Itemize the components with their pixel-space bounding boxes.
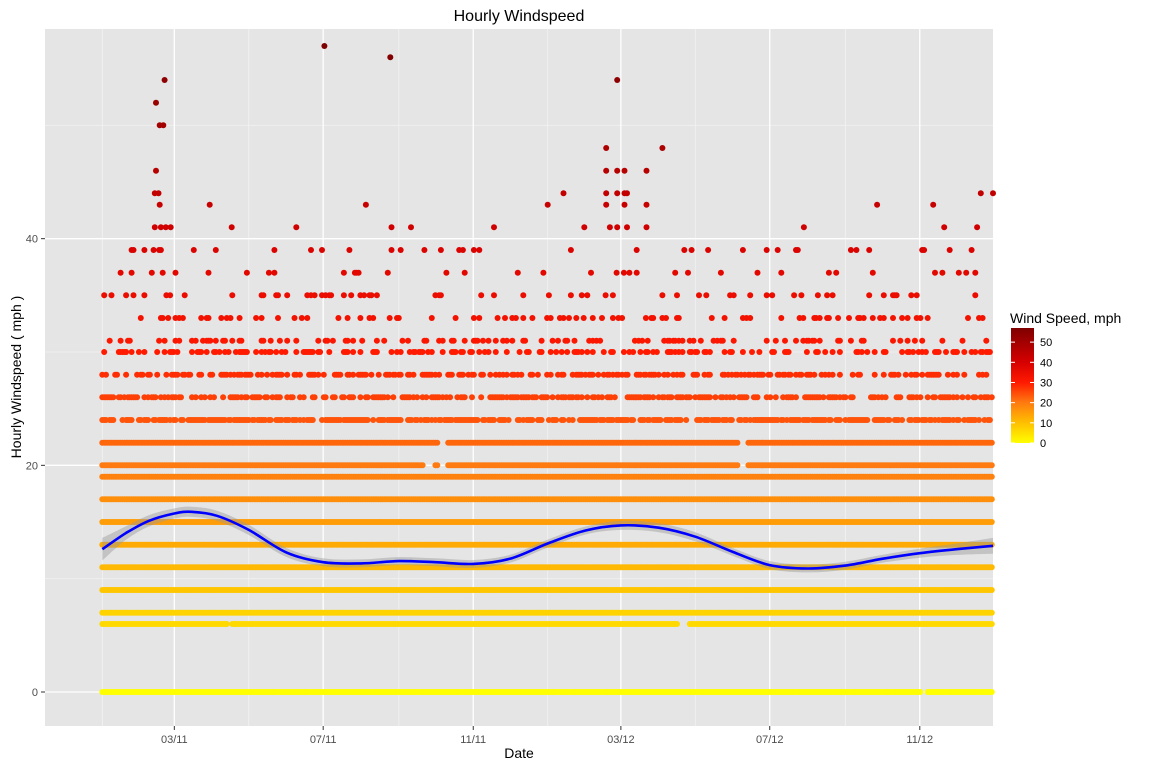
data-point <box>734 462 741 469</box>
data-point <box>988 689 995 695</box>
data-point <box>223 621 230 627</box>
data-point <box>988 621 995 627</box>
data-point <box>988 609 995 616</box>
data-point <box>988 473 995 480</box>
data-points <box>99 43 996 695</box>
data-point <box>988 496 995 503</box>
data-point <box>917 689 924 695</box>
data-point <box>434 462 441 469</box>
data-point <box>988 587 995 593</box>
data-point <box>419 462 426 469</box>
data-point <box>988 519 995 525</box>
data-point <box>674 621 680 627</box>
data-point <box>988 462 995 469</box>
data-point <box>988 564 995 571</box>
chart-title: Hourly Windspeed <box>454 8 585 25</box>
